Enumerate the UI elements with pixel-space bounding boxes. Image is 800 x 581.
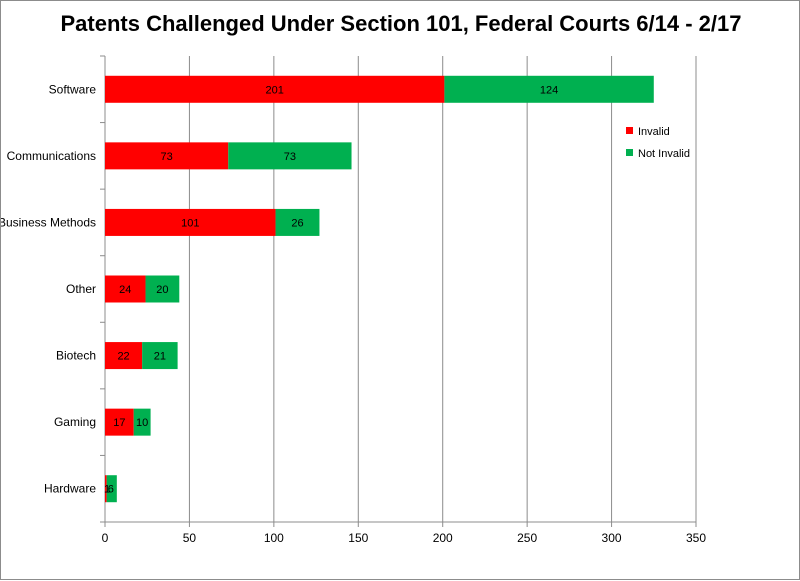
x-tick-label: 200	[433, 531, 453, 545]
data-label: 22	[117, 351, 129, 363]
y-tick-label: Communications	[7, 149, 96, 163]
data-label: 10	[136, 417, 148, 429]
x-tick-label: 300	[602, 531, 622, 545]
y-tick-label: Other	[66, 282, 96, 296]
legend-label: Invalid	[638, 126, 670, 138]
x-tick-label: 0	[102, 531, 109, 545]
data-label: 21	[154, 351, 166, 363]
legend-swatch	[626, 149, 633, 156]
bar-not-invalid	[444, 75, 654, 103]
bar-not-invalid	[142, 342, 178, 370]
x-tick-label: 350	[686, 531, 706, 545]
x-tick-label: 250	[517, 531, 537, 545]
y-tick-label: Gaming	[54, 415, 96, 429]
x-tick-label: 150	[348, 531, 368, 545]
bar-not-invalid	[228, 142, 352, 170]
legend-label: Not Invalid	[638, 148, 690, 160]
x-tick-label: 50	[183, 531, 197, 545]
bar-invalid	[105, 75, 445, 103]
data-label: 20	[156, 284, 168, 296]
bar-invalid	[105, 275, 146, 303]
bar-invalid	[105, 208, 276, 236]
y-tick-label: Software	[49, 82, 97, 96]
bar-not-invalid	[133, 408, 151, 436]
bar-invalid	[105, 475, 107, 503]
data-label: 101	[181, 217, 199, 229]
legend-swatch	[626, 127, 633, 134]
data-label: 17	[113, 417, 125, 429]
data-label: 73	[161, 151, 173, 163]
data-label: 6	[108, 484, 114, 496]
data-label: 24	[119, 284, 131, 296]
bar-invalid	[105, 408, 134, 436]
y-tick-label: Biotech	[56, 349, 96, 363]
bar-invalid	[105, 342, 143, 370]
y-tick-label: Business Methods	[1, 215, 96, 229]
data-label: 26	[291, 217, 303, 229]
bar-not-invalid	[145, 275, 180, 303]
bar-not-invalid	[106, 475, 117, 503]
data-label: 201	[266, 84, 284, 96]
chart-title: Patents Challenged Under Section 101, Fe…	[60, 11, 742, 36]
data-label: 73	[284, 151, 296, 163]
y-tick-label: Hardware	[44, 482, 96, 496]
data-label: 1	[104, 484, 110, 496]
bar-invalid	[105, 142, 229, 170]
bar-not-invalid	[275, 208, 320, 236]
x-tick-label: 100	[264, 531, 284, 545]
data-label: 124	[540, 84, 558, 96]
